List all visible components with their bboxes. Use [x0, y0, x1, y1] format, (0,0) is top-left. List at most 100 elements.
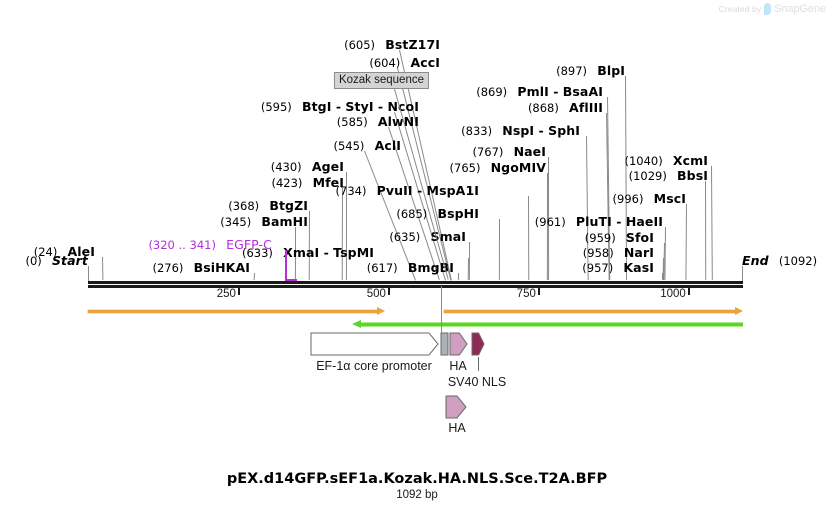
enzyme-position: (423) [271, 176, 303, 190]
enzyme-label[interactable]: (276) BsiHKAI [152, 259, 250, 275]
enzyme-position: (605) [344, 38, 376, 52]
arrow-head-right [377, 307, 385, 315]
ruler-tick [387, 288, 390, 295]
enzyme-name: BsaAI [562, 84, 603, 99]
backbone-strand-top [88, 281, 743, 284]
translation-arrow-reverse[interactable] [352, 320, 743, 329]
enzyme-label[interactable]: (959) SfoI [585, 229, 654, 245]
enzyme-name: XcmI [672, 153, 708, 168]
enzyme-position: (24) [33, 245, 58, 259]
enzyme-label[interactable]: (604) AccI [369, 54, 440, 70]
feature-arrow[interactable] [449, 332, 468, 356]
enzyme-label[interactable]: (24) AleI [34, 243, 95, 259]
feature-arrow[interactable] [440, 332, 449, 356]
enzyme-label[interactable]: (1040) XcmI [624, 152, 708, 168]
enzyme-name-separator: - [331, 99, 346, 114]
enzyme-position: (961) [534, 215, 566, 229]
feature-label[interactable]: EF-1α core promoter [316, 359, 432, 373]
enzyme-label[interactable]: (345) BamHI [220, 213, 308, 229]
enzyme-name: NarI [623, 245, 654, 260]
backbone-strand-bottom [88, 285, 743, 288]
enzyme-name-separator: - [373, 99, 388, 114]
enzyme-position: (276) [152, 261, 184, 275]
enzyme-label[interactable]: (605) BstZ17I [344, 36, 440, 52]
map-end-label-text: End [742, 253, 769, 268]
enzyme-position: (734) [335, 184, 367, 198]
feature-bracket-vertical [285, 250, 287, 280]
enzyme-name: AgeI [311, 159, 344, 174]
enzyme-name-separator: - [412, 183, 427, 198]
enzyme-label[interactable]: (633) XmaI - TspMI [242, 244, 374, 260]
enzyme-label[interactable]: (545) AclI [333, 137, 401, 153]
enzyme-label[interactable]: (595) BtgI - StyI - NcoI [261, 98, 419, 114]
enzyme-name-separator: - [548, 84, 563, 99]
enzyme-label[interactable]: (368) BtgZI [228, 197, 308, 213]
enzyme-label[interactable]: (617) BmgBI [367, 259, 454, 275]
enzyme-label[interactable]: (1029) BbsI [629, 167, 708, 183]
enzyme-name: AccI [410, 55, 440, 70]
feature-label[interactable]: SV40 NLS [447, 375, 507, 389]
orf-arrow-forward[interactable] [444, 307, 743, 316]
enzyme-name: BsiHKAI [193, 260, 250, 275]
enzyme-label[interactable]: (635) SmaI [389, 228, 466, 244]
enzyme-name: PmlI [517, 84, 549, 99]
enzyme-position: (545) [333, 139, 365, 153]
feature-arrow[interactable] [445, 395, 467, 419]
enzyme-name: TspMI [333, 245, 374, 260]
map-end-position: (1092) [778, 254, 818, 268]
arrow-shaft [444, 310, 735, 313]
enzyme-name-separator: - [534, 123, 549, 138]
enzyme-label[interactable]: (430) AgeI [271, 158, 344, 174]
map-start-position: (0) [25, 254, 42, 268]
enzyme-label[interactable]: (767) NaeI [472, 143, 546, 159]
ruler-tick-label: 500 [366, 288, 386, 300]
enzyme-label[interactable]: (833) NspI - SphI [461, 122, 580, 138]
enzyme-position: (1029) [628, 169, 667, 183]
enzyme-label[interactable]: (996) MscI [613, 190, 686, 206]
enzyme-name: MscI [653, 191, 686, 206]
enzyme-name: NaeI [513, 144, 546, 159]
enzyme-label[interactable]: (869) PmlI - BsaAI [476, 83, 603, 99]
enzyme-label[interactable]: (423) MfeI [271, 174, 344, 190]
enzyme-label[interactable]: (897) BlpI [556, 62, 625, 78]
enzyme-name: MspA1I [426, 183, 479, 198]
feature-range-position: (320 .. 341) [148, 238, 216, 252]
ruler-tick [537, 288, 540, 295]
page-title: pEX.d14GFP.sEF1a.Kozak.HA.NLS.Sce.T2A.BF… [226, 471, 608, 487]
ruler-tick [237, 288, 240, 295]
feature-label[interactable]: HA [448, 421, 466, 435]
ruler-tick-label: 250 [216, 288, 236, 300]
enzyme-name: BtgZI [269, 198, 308, 213]
enzyme-label[interactable]: (958) NarI [583, 244, 654, 260]
kozak-sequence-label-box[interactable]: Kozak sequence [333, 72, 429, 90]
enzyme-name: AflIII [569, 100, 603, 115]
enzyme-name: XmaI [283, 245, 320, 260]
orf-arrow-forward[interactable] [88, 307, 385, 316]
enzyme-name: AclI [374, 138, 401, 153]
map-end-stem [742, 266, 743, 281]
map-end-label: End (1092) [742, 252, 817, 268]
enzyme-label[interactable]: (734) PvuII - MspA1I [336, 182, 479, 198]
enzyme-name: BmgBI [407, 260, 454, 275]
feature-arrow[interactable] [310, 332, 439, 356]
enzyme-position: (996) [612, 192, 644, 206]
arrow-head-right [735, 307, 743, 315]
enzyme-label[interactable]: (868) AflIII [528, 99, 603, 115]
feature-arrow[interactable] [471, 332, 485, 356]
feature-range-label[interactable]: (320 .. 341) EGFP-C [148, 236, 272, 252]
enzyme-label[interactable]: (957) KasI [582, 259, 654, 275]
enzyme-name: BbsI [677, 168, 708, 183]
enzyme-label[interactable]: (961) PluTI - HaeII [535, 213, 663, 229]
enzyme-name: BtgI [301, 99, 332, 114]
enzyme-position: (833) [461, 124, 493, 138]
enzyme-position: (585) [336, 115, 368, 129]
enzyme-label[interactable]: (685) BspHI [396, 205, 479, 221]
enzyme-label[interactable]: (765) NgoMIV [450, 159, 546, 175]
ruler-tick-label: 1000 [660, 288, 686, 300]
arrow-head-left [352, 320, 361, 328]
enzyme-position: (430) [270, 160, 302, 174]
enzyme-label[interactable]: (585) AlwNI [337, 113, 419, 129]
enzyme-position: (633) [241, 246, 273, 260]
feature-label[interactable]: HA [449, 359, 467, 373]
enzyme-name: PluTI [575, 214, 612, 229]
